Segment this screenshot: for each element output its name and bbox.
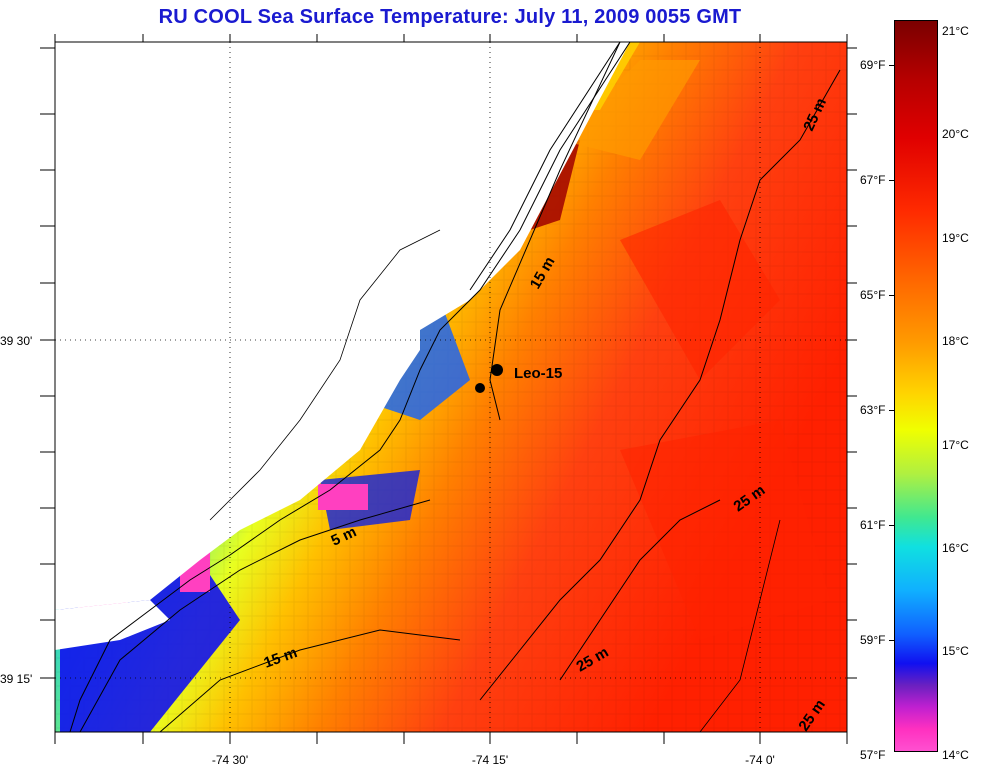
latitude-label: 39 15' — [0, 672, 32, 686]
contour-15m — [489, 42, 621, 421]
left-ticks — [40, 47, 55, 679]
coastline — [69, 42, 631, 732]
fahrenheit-label: 59°F — [860, 633, 886, 647]
station-marker[interactable] — [475, 383, 485, 393]
celsius-label: 17°C — [942, 438, 969, 452]
fahrenheit-label: 65°F — [860, 288, 886, 302]
warm-patch — [620, 420, 830, 640]
longitude-label: -74 0' — [745, 753, 775, 767]
colorbar-tick — [889, 65, 894, 66]
graticule — [55, 42, 847, 732]
warm-patch — [620, 200, 780, 380]
celsius-label: 21°C — [942, 24, 969, 38]
colorbar-tick — [889, 295, 894, 296]
warm-patch — [560, 60, 700, 160]
colorbar-tick — [889, 180, 894, 181]
fahrenheit-label: 67°F — [860, 173, 886, 187]
land — [55, 42, 630, 610]
right-ticks — [847, 47, 857, 679]
longitude-label: -74 30' — [212, 753, 248, 767]
bottom-ticks — [54, 732, 848, 744]
fahrenheit-label: 63°F — [860, 403, 886, 417]
station-marker[interactable] — [491, 364, 503, 376]
celsius-label: 14°C — [942, 748, 969, 762]
barrier-island — [469, 42, 621, 291]
back-bay-shore — [209, 229, 441, 521]
celsius-label: 19°C — [942, 231, 969, 245]
contour-25m — [699, 519, 781, 732]
colorbar-tick — [889, 410, 894, 411]
contour-15m — [159, 629, 461, 732]
celsius-label: 16°C — [942, 541, 969, 555]
map-frame — [54, 41, 848, 733]
land — [55, 600, 170, 650]
map-title: RU COOL Sea Surface Temperature: July 11… — [158, 6, 742, 28]
celsius-label: 15°C — [942, 644, 969, 658]
contour-5m — [79, 499, 431, 732]
colorbar-tick — [889, 640, 894, 641]
fahrenheit-label: 57°F — [860, 748, 886, 762]
longitude-label: -74 15' — [472, 753, 508, 767]
station-label: Leo-15 — [514, 365, 562, 382]
colorbar-tick — [889, 525, 894, 526]
celsius-label: 18°C — [942, 334, 969, 348]
temperature-colorbar — [894, 20, 938, 752]
celsius-label: 20°C — [942, 127, 969, 141]
latitude-label: 39 30' — [0, 334, 32, 348]
top-ticks — [54, 34, 848, 42]
magenta-patch — [318, 484, 368, 510]
fahrenheit-label: 61°F — [860, 518, 886, 532]
contour-25m — [479, 69, 841, 701]
fahrenheit-label: 69°F — [860, 58, 886, 72]
contour-25m — [559, 499, 721, 681]
